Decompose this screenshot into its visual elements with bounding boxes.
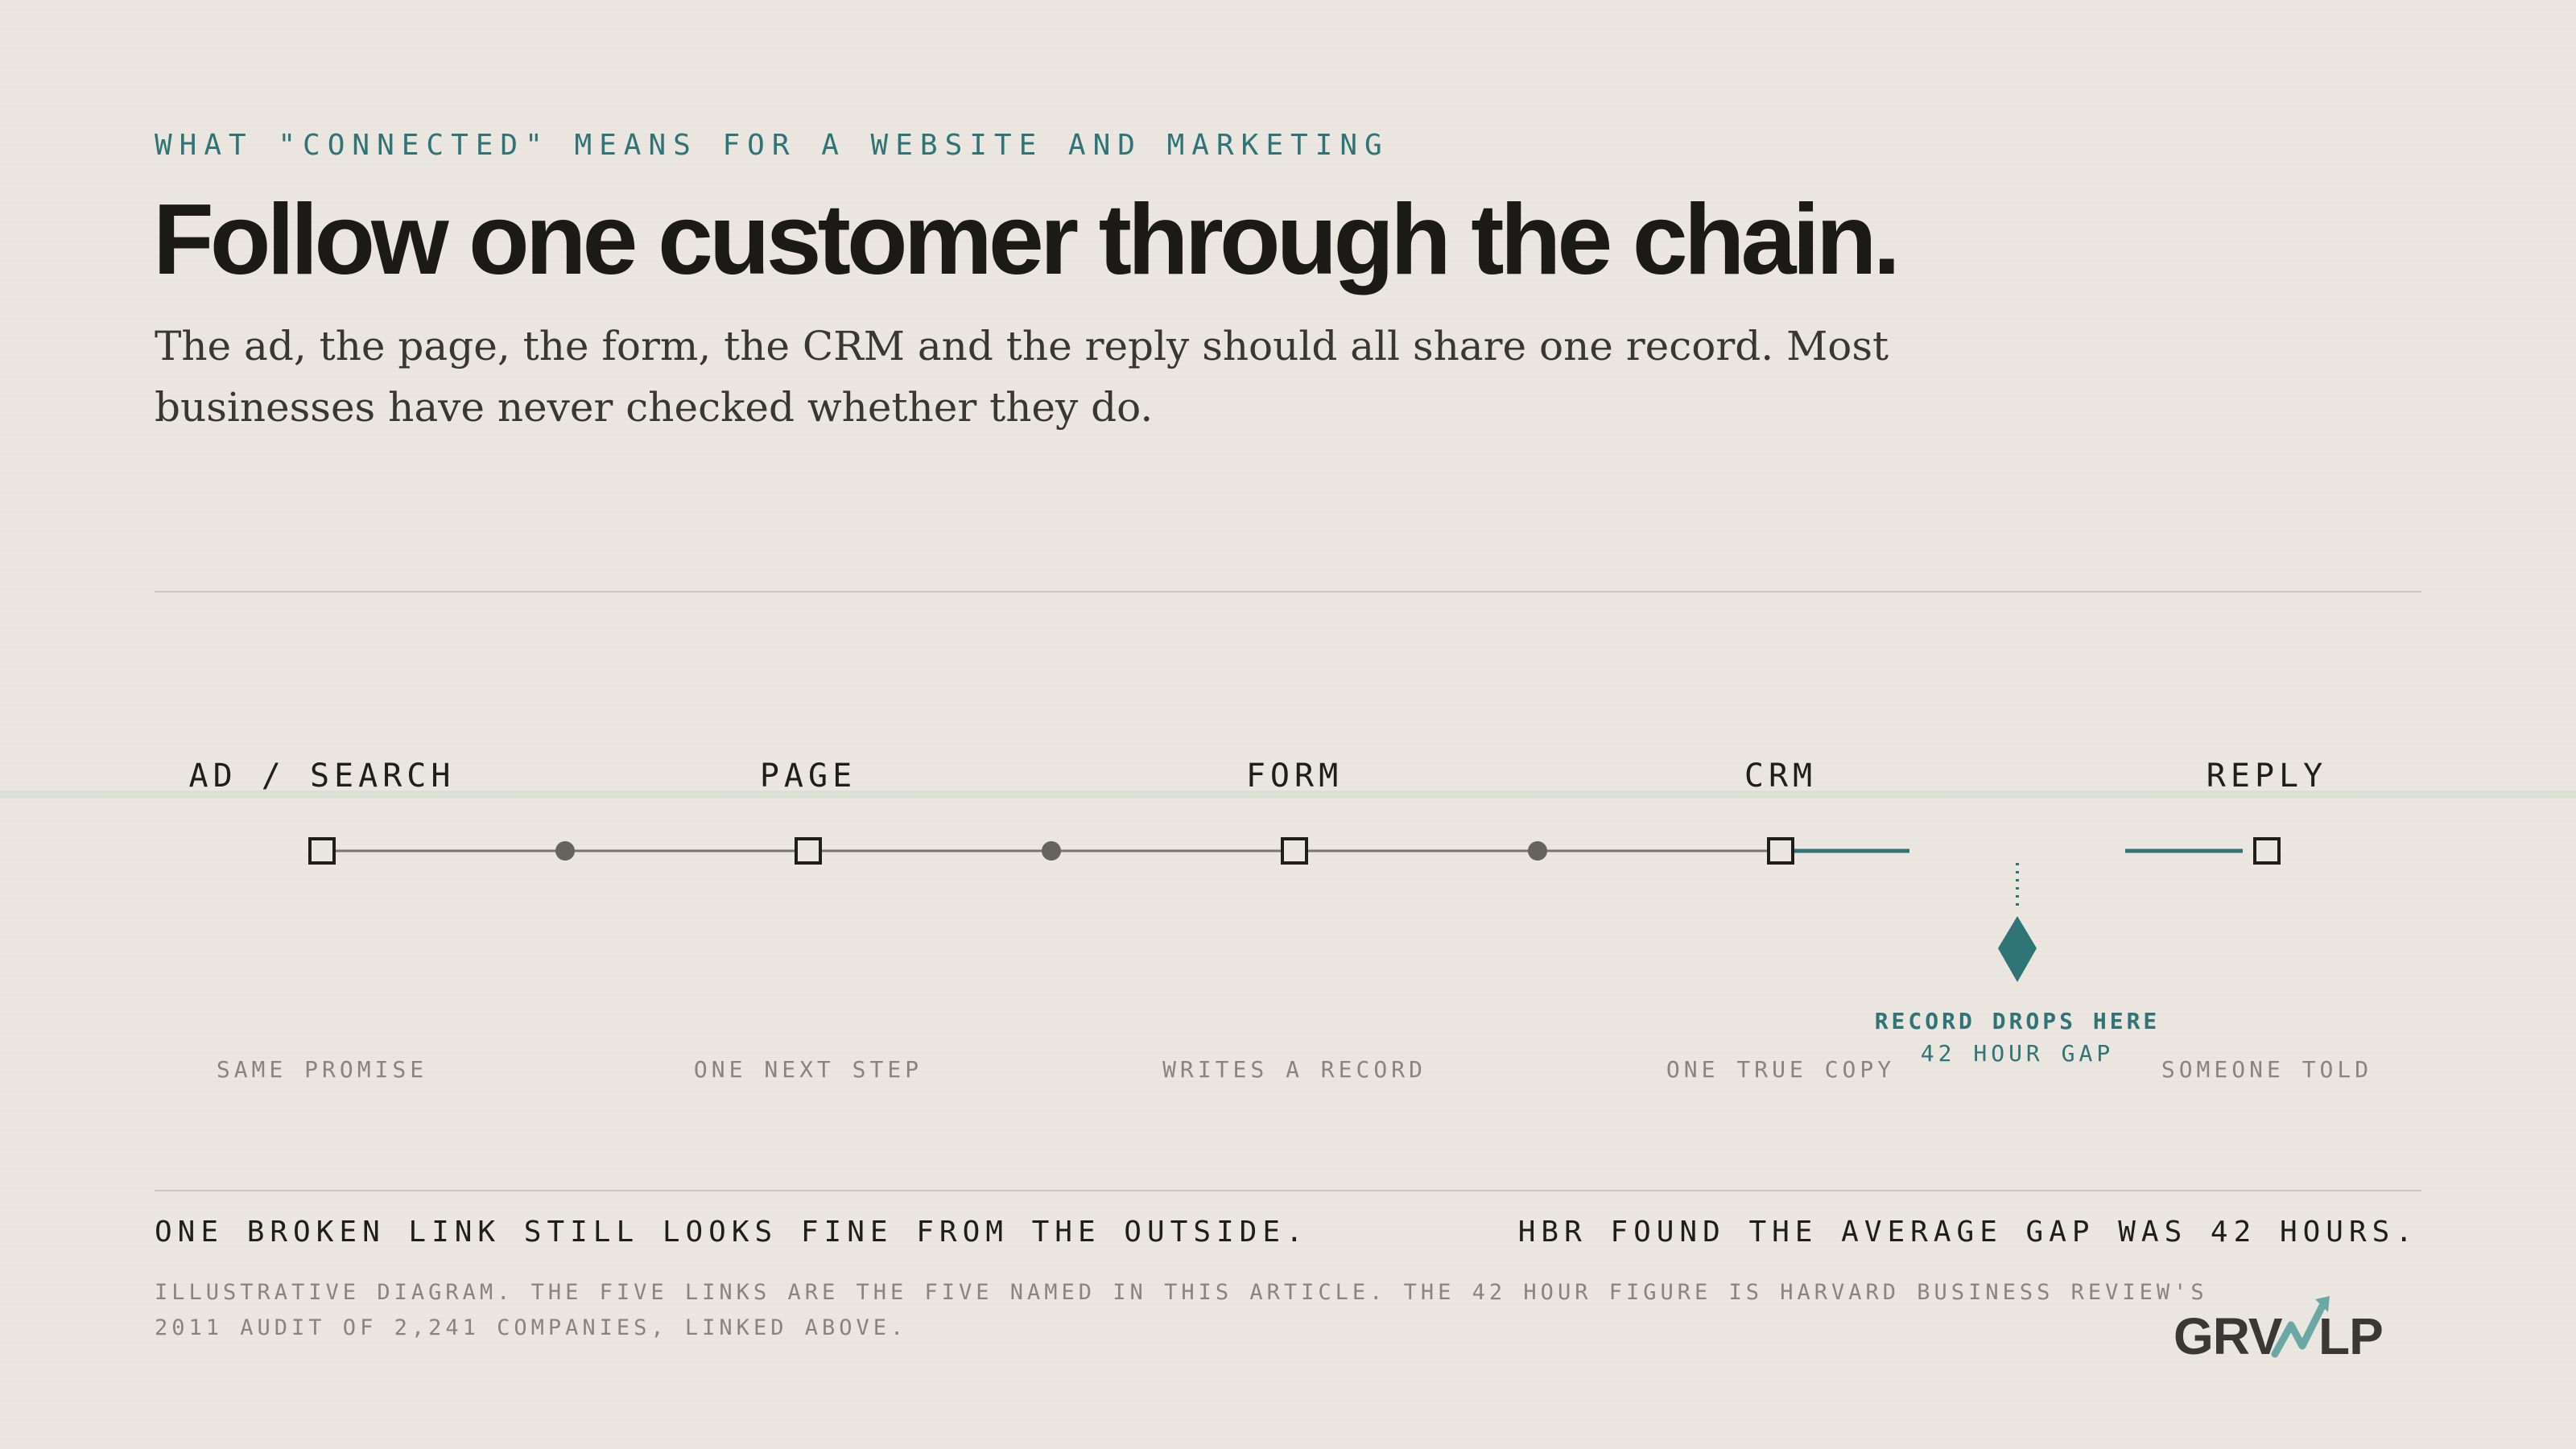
stage-caption: SAME PROMISE: [217, 1056, 427, 1083]
eyebrow-label: WHAT "CONNECTED" MEANS FOR A WEBSITE AND…: [155, 129, 1389, 162]
stage-node-reply: [2253, 837, 2281, 865]
top-divider: [155, 591, 2421, 592]
stage-caption: SOMEONE TOLD: [2161, 1056, 2372, 1083]
stage-caption: ONE TRUE COPY: [1666, 1056, 1895, 1083]
growth-arrow-icon: [2271, 1296, 2330, 1358]
stage-node-form: [1281, 837, 1308, 865]
svg-text:LP: LP: [2318, 1307, 2383, 1365]
source-note: ILLUSTRATIVE DIAGRAM. THE FIVE LINKS ARE…: [155, 1280, 2208, 1340]
connector-dot: [555, 841, 575, 861]
page-title: Follow one customer through the chain.: [153, 184, 1901, 295]
stage-name: PAGE: [760, 758, 857, 795]
stage-name: REPLY: [2207, 758, 2327, 795]
stage-caption: WRITES A RECORD: [1162, 1056, 1426, 1083]
connector-dot: [1528, 841, 1547, 861]
brand-logo: GRV LP: [2174, 1296, 2384, 1365]
intro-paragraph: The ad, the page, the form, the CRM and …: [155, 323, 1889, 431]
stage-name: FORM: [1246, 758, 1343, 795]
connector-dot: [1042, 841, 1061, 861]
footer-statement: ONE BROKEN LINK STILL LOOKS FINE FROM TH…: [155, 1216, 1309, 1249]
footer-stat: HBR FOUND THE AVERAGE GAP WAS 42 HOURS.: [1517, 1216, 2418, 1249]
stage-node-ad-search: [308, 837, 336, 865]
stage-name: CRM: [1744, 758, 1817, 795]
highlight-band: [0, 791, 2576, 799]
stage-name: AD / SEARCH: [189, 758, 456, 795]
bottom-divider: [155, 1190, 2421, 1191]
break-diamond-icon: [1998, 916, 2037, 982]
stage-caption: ONE NEXT STEP: [694, 1056, 923, 1083]
break-label: RECORD DROPS HERE: [1875, 1008, 2161, 1034]
break-sublabel: 42 HOUR GAP: [1921, 1040, 2114, 1067]
svg-text:GRV: GRV: [2174, 1307, 2283, 1365]
stage-node-page: [795, 837, 822, 865]
stage-node-crm: [1767, 837, 1794, 865]
